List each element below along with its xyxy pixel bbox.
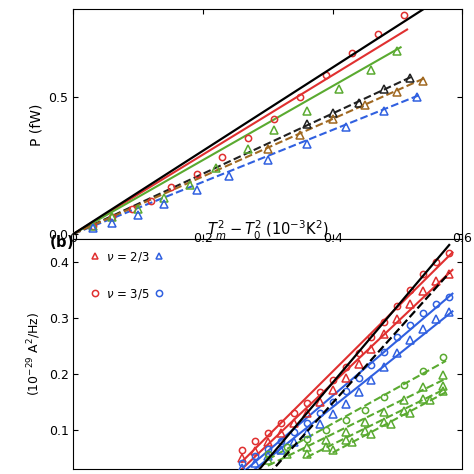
Legend: $\nu$ = 3/5, : $\nu$ = 3/5,	[83, 282, 174, 306]
Text: 0.4: 0.4	[323, 232, 343, 245]
Text: 0: 0	[70, 232, 77, 245]
Text: 0.2: 0.2	[193, 232, 213, 245]
Y-axis label: P (fW): P (fW)	[29, 103, 43, 146]
Y-axis label: $(10^{-29}$ A$^2$/Hz): $(10^{-29}$ A$^2$/Hz)	[26, 312, 43, 396]
Text: $T_m^2-T_0^2\;(10^{-3}\mathrm{K}^2)$: $T_m^2-T_0^2\;(10^{-3}\mathrm{K}^2)$	[207, 219, 328, 242]
Text: $\mathbf{(b)}$: $\mathbf{(b)}$	[49, 233, 74, 251]
Text: 0.6: 0.6	[452, 232, 472, 245]
